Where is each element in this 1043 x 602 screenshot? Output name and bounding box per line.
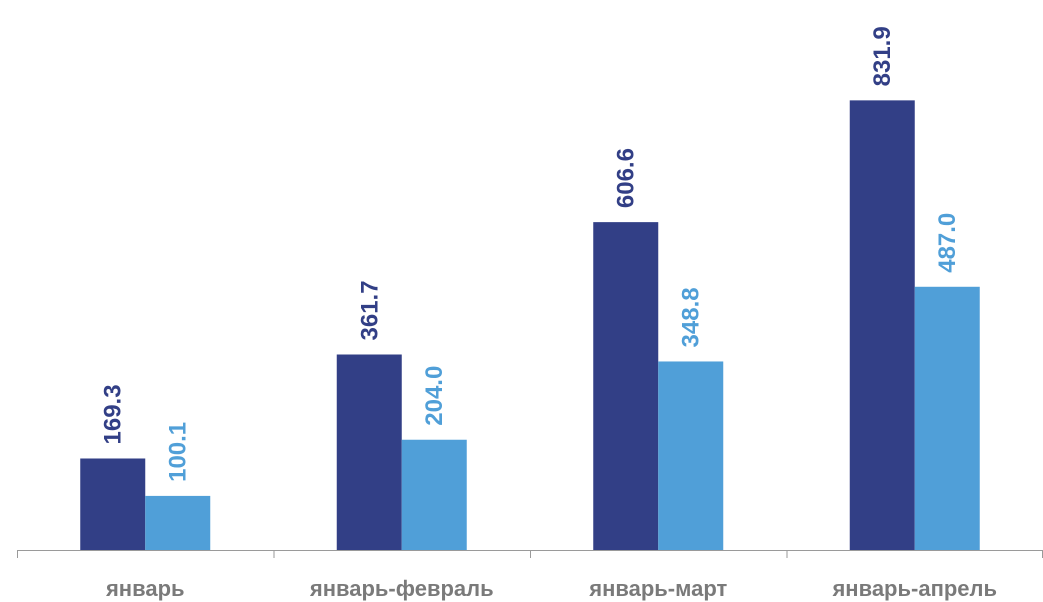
data-label-series2-2: 204.0 bbox=[421, 366, 448, 426]
bar-series1-3 bbox=[593, 222, 659, 550]
bar-series2-2 bbox=[401, 439, 467, 550]
data-labels-layer: 169.3 100.1 361.7 204.0 606.6 348.8 831.9 487.0 bbox=[100, 26, 962, 482]
bar-series1-1 bbox=[80, 458, 146, 550]
bar-series2-3 bbox=[658, 361, 724, 550]
bar-series2-1 bbox=[145, 495, 211, 550]
category-label-3: январь-март bbox=[588, 576, 727, 601]
bar-series1-4 bbox=[849, 100, 915, 551]
data-label-series1-3: 606.6 bbox=[613, 148, 640, 208]
category-label-2: январь-февраль bbox=[309, 576, 494, 601]
category-label-4: январь-апрель bbox=[831, 576, 997, 601]
bar-series1-2 bbox=[336, 354, 402, 550]
bars-layer bbox=[80, 100, 980, 551]
bar-series2-4 bbox=[914, 286, 980, 550]
data-label-series1-4: 831.9 bbox=[869, 26, 896, 86]
x-axis: январь январь-февраль январь-март январь-ап… bbox=[17, 550, 1043, 601]
data-label-series2-3: 348.8 bbox=[678, 287, 705, 347]
data-label-series2-4: 487.0 bbox=[934, 213, 961, 273]
data-label-series2-1: 100.1 bbox=[165, 422, 192, 482]
data-label-series1-1: 169.3 bbox=[100, 384, 127, 444]
category-label-1: январь bbox=[105, 576, 185, 601]
data-label-series1-2: 361.7 bbox=[356, 280, 383, 340]
